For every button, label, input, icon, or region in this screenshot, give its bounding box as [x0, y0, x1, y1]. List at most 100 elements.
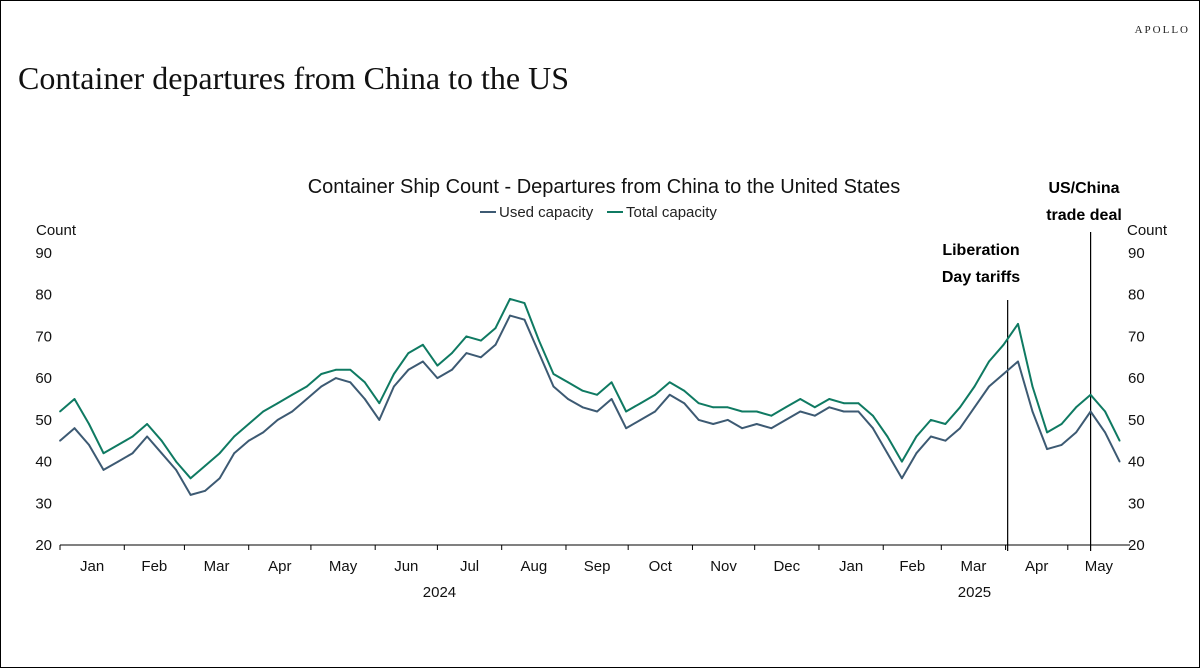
series-line-total: [59, 297, 1121, 480]
y-tick-label-left: 90: [35, 245, 52, 262]
data-point-used: [538, 352, 540, 354]
data-point-total: [552, 373, 555, 375]
data-point-used: [741, 427, 744, 430]
data-point-used: [393, 385, 395, 388]
data-point-total: [363, 381, 366, 384]
data-point-total: [480, 339, 482, 342]
data-point-used: [451, 368, 453, 371]
data-point-total: [784, 406, 787, 409]
data-point-used: [262, 431, 265, 434]
data-point-total: [567, 381, 569, 384]
data-point-total: [88, 423, 90, 425]
data-point-total: [813, 406, 816, 409]
data-point-used: [436, 377, 439, 379]
data-point-total: [422, 343, 424, 346]
data-point-total: [494, 327, 497, 329]
legend: Used capacity Total capacity: [480, 204, 717, 221]
data-point-total: [146, 423, 149, 425]
data-point-total: [320, 373, 323, 375]
data-point-used: [712, 423, 715, 425]
data-point-total: [625, 410, 627, 413]
brand-logo: APOLLO: [1134, 24, 1190, 36]
data-point-total: [741, 410, 744, 413]
annotation-label: Day tariffs: [942, 269, 1020, 286]
data-point-used: [1017, 360, 1019, 363]
data-point-used: [378, 419, 381, 421]
x-tick-label: Oct: [649, 558, 673, 575]
data-point-total: [334, 368, 337, 371]
data-point-used: [770, 427, 773, 430]
data-point-used: [668, 393, 671, 396]
data-point-total: [1031, 385, 1034, 388]
x-axis: Jan Feb Mar Apr May Jun Jul Aug Sep Oct Nov Dec Jan F…: [59, 544, 1130, 601]
data-point-used: [639, 419, 642, 421]
data-point-total: [276, 402, 279, 405]
data-point-total: [683, 389, 686, 392]
data-point-total: [523, 302, 526, 304]
y-tick-label-left: 30: [35, 495, 52, 512]
data-point-total: [842, 402, 845, 405]
x-tick-label: Nov: [710, 558, 737, 575]
data-point-total: [755, 410, 758, 413]
data-point-used: [988, 385, 990, 388]
data-point-total: [770, 414, 773, 417]
data-point-used: [1046, 448, 1048, 450]
data-point-used: [610, 398, 613, 400]
legend-label-used: Used capacity: [499, 204, 594, 221]
data-point-total: [436, 364, 439, 367]
data-point-used: [233, 452, 236, 455]
data-point-total: [973, 385, 976, 388]
x-year-label: 2024: [423, 584, 456, 601]
data-point-used: [567, 398, 569, 400]
data-point-total: [668, 381, 671, 384]
y-tick-label-right: 80: [1128, 287, 1145, 304]
data-point-total: [349, 368, 352, 371]
x-tick-label: Jan: [80, 558, 104, 575]
x-tick-label: Apr: [268, 558, 291, 575]
x-tick-label: Sep: [584, 558, 611, 575]
data-point-total: [117, 444, 119, 446]
data-point-used: [1002, 373, 1005, 375]
data-point-total: [465, 335, 468, 338]
data-point-used: [247, 439, 250, 442]
chart-title: Container Ship Count - Departures from C…: [308, 176, 901, 198]
x-tick-label: Aug: [520, 558, 547, 575]
data-point-total: [1017, 323, 1019, 325]
annotation-label: US/China: [1048, 180, 1119, 197]
data-point-total: [930, 419, 932, 421]
data-point-total: [610, 381, 613, 384]
data-point-total: [1089, 393, 1092, 396]
data-point-used: [959, 427, 961, 430]
y-axis-label-right: Count: [1127, 222, 1168, 239]
data-point-used: [726, 419, 729, 421]
x-tick-label: May: [329, 558, 358, 575]
y-tick-label-left: 50: [35, 412, 52, 429]
y-tick-label-left: 40: [35, 454, 52, 471]
data-point-total: [378, 402, 381, 405]
series-line-used: [59, 314, 1121, 496]
data-point-total: [886, 435, 889, 438]
data-point-used: [1060, 444, 1063, 446]
data-point-used: [552, 385, 555, 388]
data-point-used: [886, 452, 889, 455]
data-point-used: [305, 398, 308, 400]
data-point-used: [857, 410, 860, 413]
data-point-total: [218, 452, 221, 455]
data-point-total: [1046, 431, 1048, 434]
data-point-used: [131, 452, 134, 455]
data-point-used: [872, 427, 874, 430]
x-tick-label: May: [1085, 558, 1114, 575]
data-point-used: [973, 406, 976, 409]
y-tick-labels: 20 20 30 30 40 40 50 50 60 60 70 70 80 80 90 90: [35, 245, 1144, 554]
data-point-total: [712, 406, 715, 409]
data-point-total: [857, 402, 860, 405]
page-title: Container departures from China to the U…: [18, 60, 569, 96]
data-point-total: [654, 393, 656, 396]
data-point-used: [799, 410, 802, 413]
data-point-total: [291, 393, 294, 396]
data-point-total: [175, 460, 178, 463]
data-point-used: [320, 385, 323, 388]
data-point-used: [930, 435, 932, 438]
data-point-total: [305, 385, 308, 388]
